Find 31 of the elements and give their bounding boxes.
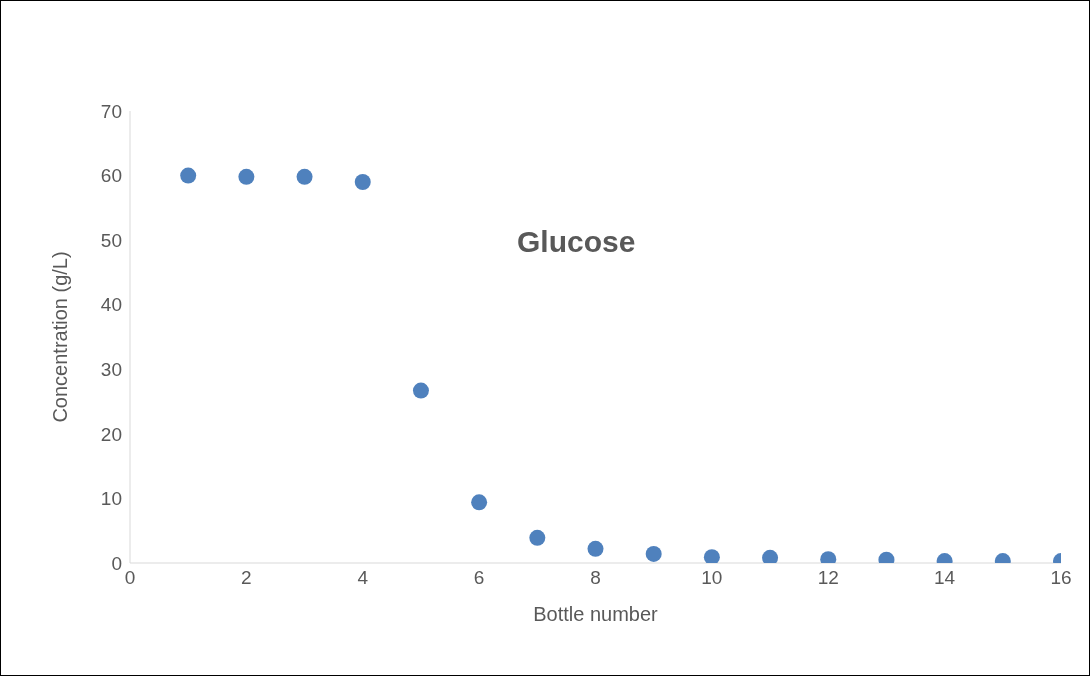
y-tick-label: 60	[100, 165, 122, 187]
y-tick-label: 0	[111, 552, 122, 574]
point	[354, 174, 371, 191]
point	[587, 540, 604, 557]
y-tick-label: 50	[100, 229, 122, 251]
x-tick-label: 14	[934, 567, 956, 589]
point	[412, 382, 429, 399]
y-tick-label: 40	[100, 294, 122, 316]
point	[471, 494, 488, 511]
annotation: Glucose	[517, 225, 636, 259]
y-tick-label: 30	[100, 359, 122, 381]
x-tick-label: 4	[357, 567, 369, 589]
x-tick-label: 6	[473, 567, 485, 589]
point	[645, 545, 662, 562]
point	[529, 529, 546, 546]
y-tick-label: 70	[100, 100, 122, 122]
point	[238, 168, 255, 185]
x-tick-label: 0	[124, 567, 136, 589]
x-tick-label: 2	[241, 567, 252, 589]
x-tick-label: 8	[590, 567, 601, 589]
x-axis-title: Bottle number	[533, 603, 659, 625]
y-tick-label: 20	[100, 423, 122, 445]
x-tick-label: 16	[1050, 567, 1072, 589]
point	[703, 549, 720, 563]
point	[762, 549, 779, 563]
point	[180, 167, 197, 184]
point	[296, 168, 313, 185]
y-axis-title: Concentration (g/L)	[49, 251, 72, 423]
x-tick-label: 10	[701, 567, 723, 589]
y-tick-label: 10	[100, 488, 122, 510]
x-tick-label: 12	[817, 567, 839, 589]
